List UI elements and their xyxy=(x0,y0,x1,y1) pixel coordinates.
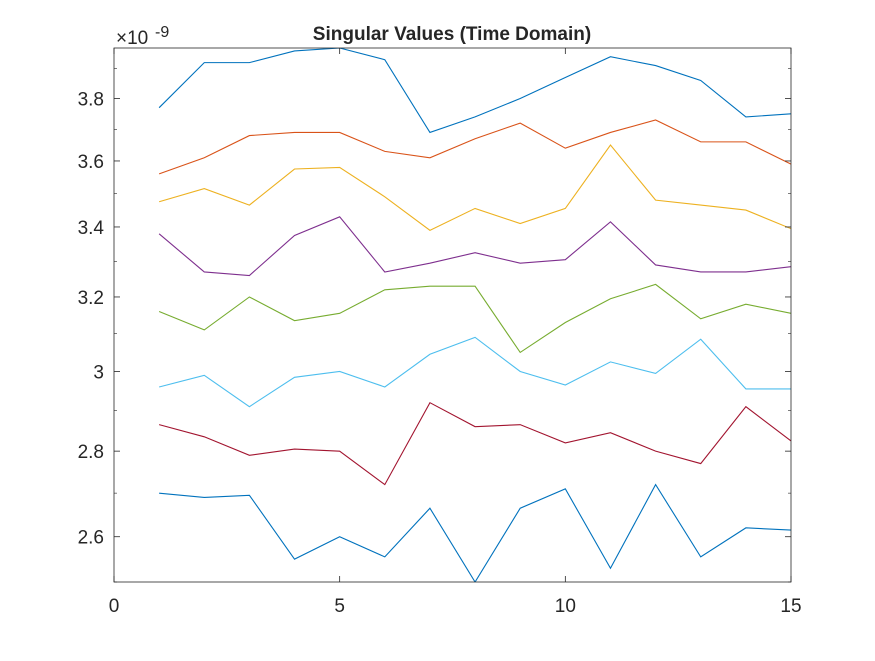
x-tick-label: 15 xyxy=(780,596,801,617)
series-line-4 xyxy=(158,216,791,277)
series-line-5 xyxy=(158,283,791,354)
x-tick-label: 0 xyxy=(109,596,120,617)
series-line-2 xyxy=(158,119,791,175)
y-tick-label: 3.6 xyxy=(78,152,104,173)
tick-marks xyxy=(113,48,792,583)
series-line-8 xyxy=(159,483,791,582)
y-tick-label: 2.6 xyxy=(78,528,104,549)
exponent-base: ×10 xyxy=(116,28,148,49)
tick-labels: 0 5 10 15 2.6 2.8 3 3.2 3.4 3.6 3.8 xyxy=(78,90,802,617)
y-exponent-label: ×10 -9 xyxy=(116,24,169,49)
axes xyxy=(113,47,792,583)
series-line-6 xyxy=(158,336,791,408)
series-line-1 xyxy=(158,48,791,134)
series-layer xyxy=(158,48,791,582)
chart-title: Singular Values (Time Domain) xyxy=(313,24,591,45)
y-tick-label: 3 xyxy=(93,362,104,383)
y-tick-label: 3.4 xyxy=(78,218,105,239)
y-tick-label: 2.8 xyxy=(78,442,104,463)
series-line-7 xyxy=(158,401,791,486)
y-tick-label: 3.8 xyxy=(78,90,104,111)
series-line-3 xyxy=(158,144,791,232)
exponent-power: -9 xyxy=(155,24,169,41)
x-tick-label: 5 xyxy=(334,596,345,617)
plot-box xyxy=(113,47,792,583)
y-tick-label: 3.2 xyxy=(78,288,104,309)
x-tick-label: 10 xyxy=(555,596,576,617)
